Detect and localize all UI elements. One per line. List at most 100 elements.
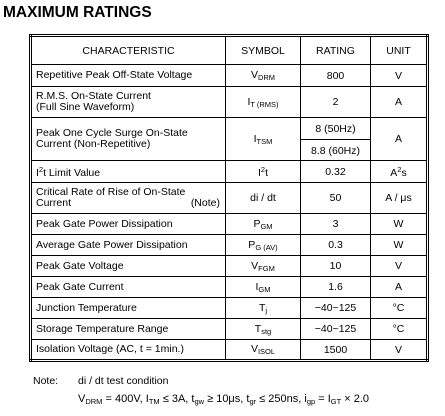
text-segment: gr: [249, 397, 257, 406]
text-segment: stg: [261, 326, 272, 336]
cell-text: 8.8 (60Hz): [310, 144, 361, 157]
text-segment: GM: [258, 284, 271, 294]
cell-text: 800: [326, 69, 345, 82]
note-line: di / dt test condition: [78, 375, 169, 387]
text-segment: × 2.0: [341, 393, 369, 405]
rating-cell: 8 (50Hz) 8.8 (60Hz): [300, 117, 371, 161]
column-header: UNIT: [370, 35, 428, 65]
characteristic-cell: Storage Temperature Range: [30, 318, 226, 340]
table-row: Peak One Cycle Surge On-State Current (No…: [30, 117, 428, 161]
cell-text: 8 (50Hz): [315, 122, 356, 135]
unit-cell: °C: [370, 297, 428, 319]
unit-cell: °C: [370, 318, 428, 340]
text-segment: 2: [397, 164, 402, 174]
text-segment: FGM: [258, 263, 275, 273]
text-segment: t Limit Value: [43, 167, 101, 179]
table-row: Junction Temperature Tj −40~125 °C: [30, 297, 428, 319]
text-segment: DRM: [257, 73, 276, 82]
cell-text: Peak One Cycle Surge On-State: [36, 127, 188, 139]
characteristic-cell: Average Gate Power Dissipation: [30, 234, 226, 256]
note-label: Note:: [33, 375, 59, 387]
cell-text: °C: [392, 323, 405, 335]
text-segment: G (AV): [255, 242, 278, 252]
cell-text: Current: [36, 197, 72, 209]
rating-cell: 3: [300, 213, 371, 235]
symbol-cell: PGM: [225, 213, 301, 235]
cell-text: Average Gate Power Dissipation: [36, 238, 188, 251]
text-segment: I: [255, 280, 259, 293]
characteristic-line: Critical Rate of Rise of On-State: [36, 187, 225, 198]
cell-text: Peak Gate Power Dissipation: [36, 217, 173, 230]
cell-text: °C: [392, 302, 405, 314]
characteristic-cell: Junction Temperature: [30, 297, 226, 319]
rating-cell: 1.6: [300, 276, 371, 298]
characteristic-line: (Full Sine Waveform): [36, 102, 225, 113]
symbol-cell: VISOL: [225, 339, 301, 361]
table-row: I2t Limit Value I2t 0.32 A2s: [30, 160, 428, 183]
rating-subrow: 8.8 (60Hz): [301, 139, 370, 161]
text-segment: gp: [306, 397, 316, 406]
unit-cell: A: [370, 117, 428, 161]
text-segment: ≤ 3A, t: [159, 393, 195, 405]
note-line: VDRM = 400V, ITM ≤ 3A, tgw ≥ 10μs, tgr ≤…: [78, 390, 369, 411]
cell-text: A / μs: [385, 192, 412, 204]
symbol-cell: ITSM: [225, 117, 301, 161]
cell-text: Peak Gate Voltage: [36, 259, 124, 272]
cell-text: A: [394, 281, 402, 293]
text-segment: t: [265, 166, 268, 179]
cell-text: Repetitive Peak Off-State Voltage: [36, 69, 193, 81]
table-row: Average Gate Power Dissipation PG (AV) 0.3…: [30, 234, 428, 256]
characteristic-line: Storage Temperature Range: [36, 322, 225, 335]
cell-text: Current (Non-Repetitive): [36, 138, 151, 150]
cell-text: (Full Sine Waveform): [36, 101, 135, 113]
column-header: CHARACTERISTIC: [30, 35, 226, 65]
characteristic-cell: I2t Limit Value: [30, 160, 226, 183]
text-segment: ISOL: [257, 347, 276, 356]
text-segment: I: [257, 166, 261, 179]
unit-cell: A: [370, 276, 428, 298]
symbol-cell: Tj: [225, 297, 301, 319]
cell-text: V: [394, 69, 402, 82]
cell-text: 0.32: [325, 165, 346, 178]
cell-text: Isolation Voltage (AC, t = 1min.): [36, 343, 184, 355]
characteristic-line: Peak Gate Current: [36, 280, 225, 293]
text-segment: I: [36, 167, 39, 179]
text-segment: ≥ 10μs, t: [204, 393, 250, 405]
characteristic-line: Peak Gate Power Dissipation: [36, 217, 225, 230]
cell-text: Junction Temperature: [36, 301, 137, 314]
rating-cell: 2: [300, 86, 371, 118]
cell-text: 1.6: [328, 281, 343, 293]
characteristic-line: Junction Temperature: [36, 301, 225, 314]
characteristic-line: Average Gate Power Dissipation: [36, 238, 225, 251]
characteristic-line: Peak Gate Voltage: [36, 259, 225, 272]
characteristic-cell: Critical Rate of Rise of On-State Current…: [30, 182, 226, 214]
cell-text: 1500: [323, 343, 348, 356]
column-header: SYMBOL: [225, 35, 301, 65]
cell-text: −40~125: [314, 323, 357, 335]
characteristic-cell: Repetitive Peak Off-State Voltage: [30, 64, 226, 87]
rating-cell: 0.3: [300, 234, 371, 256]
ratings-table: CHARACTERISTIC SYMBOL RATING UNIT Repetitiv…: [29, 34, 429, 362]
cell-text: Peak Gate Current: [36, 280, 124, 293]
cell-text: 50: [329, 192, 342, 204]
cell-text: Storage Temperature Range: [36, 322, 169, 335]
cell-text: 3: [332, 218, 339, 230]
column-header: RATING: [300, 35, 371, 65]
cell-text: R.M.S. On-State Current: [36, 90, 151, 102]
characteristic-line: Current (Note): [36, 198, 225, 209]
symbol-cell: VFGM: [225, 255, 301, 277]
characteristic-cell: Peak One Cycle Surge On-State Current (No…: [30, 117, 226, 161]
text-segment: = I: [315, 393, 331, 405]
title: MAXIMUM RATINGS: [3, 4, 152, 21]
text-segment: TM: [148, 397, 160, 406]
text-segment: P: [248, 238, 256, 251]
cell-text: A: [394, 96, 402, 108]
text-segment: V: [78, 393, 86, 405]
cell-text: 10: [329, 260, 342, 272]
cell-text: W: [393, 239, 404, 251]
unit-cell: W: [370, 234, 428, 256]
text-segment: V: [250, 69, 258, 81]
text-segment: ≤ 250ns, i: [256, 393, 307, 405]
cell-text: −40~125: [314, 302, 357, 314]
